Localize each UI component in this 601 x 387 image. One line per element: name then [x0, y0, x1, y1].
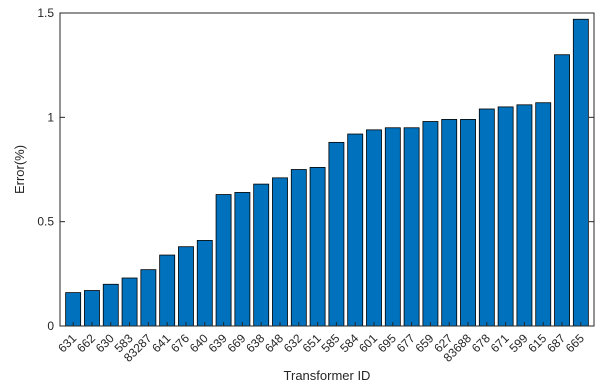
bar-584 [347, 133, 364, 327]
x-axis-ticks: 6316626305838328764167664063966963864863… [55, 322, 587, 365]
bar-638 [253, 183, 270, 327]
bar-640 [196, 240, 213, 327]
bars-group [65, 18, 589, 327]
bar-659 [422, 121, 439, 327]
y-tick-label: 0.5 [37, 215, 54, 229]
bar-641 [159, 254, 176, 327]
x-tick-label: 665 [563, 331, 587, 355]
bar-615 [535, 102, 552, 327]
y-tick-label: 1.5 [37, 6, 54, 20]
bar-677 [403, 127, 420, 327]
bar-669 [234, 192, 251, 327]
bar-83287 [140, 269, 157, 327]
bar-671 [497, 106, 514, 327]
bar-662 [84, 290, 100, 327]
x-axis-label: Transformer ID [284, 368, 371, 383]
bar-601 [366, 129, 382, 327]
bar-687 [554, 54, 570, 327]
plot-area-box [59, 12, 595, 327]
bar-678 [478, 108, 495, 327]
bar-651 [309, 167, 326, 327]
bar-585 [328, 141, 345, 327]
bar-583 [121, 277, 138, 327]
bar-83688 [460, 119, 476, 327]
y-tick-label: 0 [47, 319, 54, 333]
bar-639 [215, 194, 232, 327]
bar-665 [572, 18, 589, 327]
bar-627 [441, 119, 458, 327]
y-axis-ticks: 0 0.5 1 1.5 [37, 6, 594, 333]
bar-599 [516, 104, 533, 327]
bar-632 [290, 169, 307, 327]
bar-695 [384, 127, 401, 327]
bar-648 [272, 177, 288, 327]
y-axis-label: Error(%) [12, 145, 27, 194]
bar-630 [102, 283, 119, 327]
bar-631 [65, 292, 82, 327]
bar-676 [178, 246, 194, 327]
y-tick-label: 1 [47, 110, 54, 124]
